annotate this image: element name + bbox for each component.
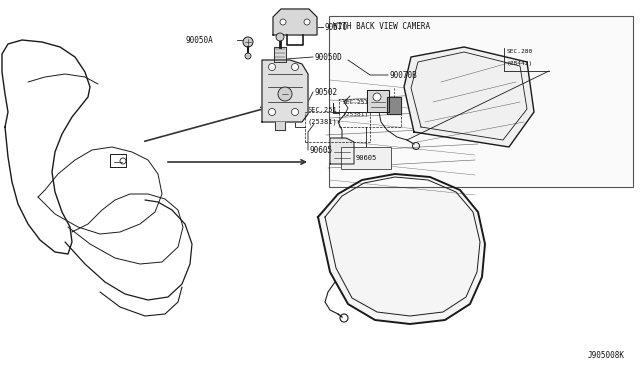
- Text: 90570: 90570: [325, 22, 348, 32]
- Text: 90605: 90605: [355, 155, 376, 161]
- Circle shape: [373, 93, 381, 101]
- Circle shape: [245, 53, 251, 59]
- Circle shape: [278, 87, 292, 101]
- Text: WITH BACK VIEW CAMERA: WITH BACK VIEW CAMERA: [333, 22, 430, 31]
- Text: (25381): (25381): [343, 112, 369, 117]
- Text: 90502: 90502: [315, 87, 338, 96]
- Text: 90605: 90605: [310, 145, 333, 154]
- Bar: [329, 16, 633, 187]
- Text: SEC.280: SEC.280: [507, 49, 533, 54]
- Circle shape: [269, 109, 275, 115]
- Circle shape: [291, 109, 298, 115]
- Text: 90070B: 90070B: [390, 71, 418, 80]
- Polygon shape: [274, 47, 286, 62]
- Text: SEC.251: SEC.251: [343, 100, 369, 105]
- Circle shape: [243, 37, 253, 47]
- Polygon shape: [330, 138, 354, 164]
- Text: J905008K: J905008K: [588, 351, 625, 360]
- Circle shape: [280, 19, 286, 25]
- Circle shape: [276, 33, 284, 41]
- Text: (25381): (25381): [308, 119, 338, 125]
- Text: SEC.251: SEC.251: [308, 107, 338, 113]
- Polygon shape: [262, 60, 308, 122]
- FancyBboxPatch shape: [341, 147, 391, 169]
- Circle shape: [304, 19, 310, 25]
- Polygon shape: [367, 90, 389, 112]
- Circle shape: [291, 64, 298, 71]
- Text: 90050A: 90050A: [185, 35, 212, 45]
- Polygon shape: [404, 47, 534, 147]
- Polygon shape: [275, 122, 285, 130]
- Polygon shape: [318, 174, 485, 324]
- Polygon shape: [387, 97, 401, 114]
- Text: (28442): (28442): [507, 61, 533, 66]
- Polygon shape: [273, 9, 317, 35]
- Text: 90050D: 90050D: [315, 52, 343, 61]
- Circle shape: [269, 64, 275, 71]
